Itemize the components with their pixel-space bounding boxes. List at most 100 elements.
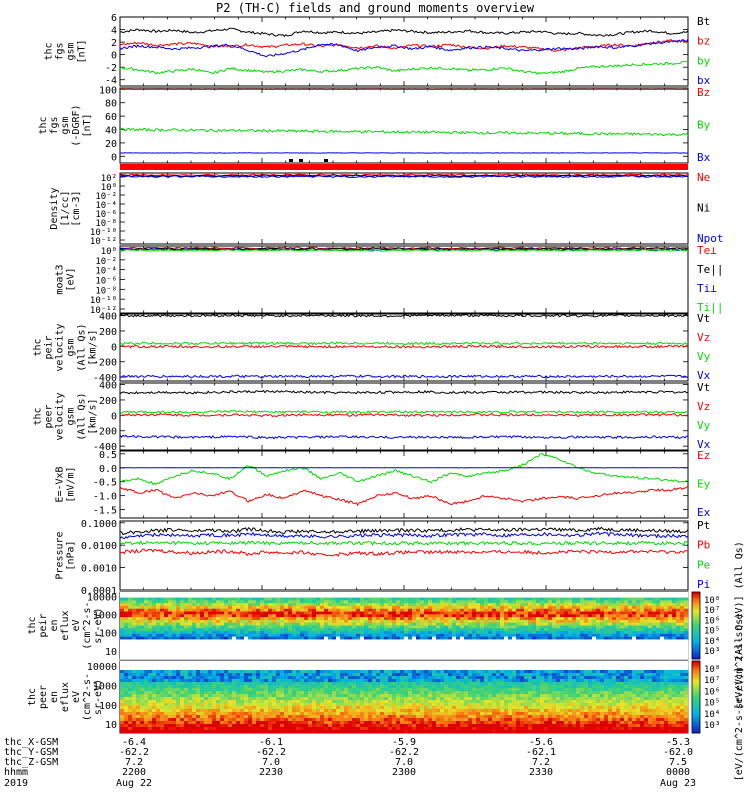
spectrogram-cell: [628, 628, 632, 631]
spectrogram-cell: [180, 634, 184, 637]
spectrogram-cell: [352, 634, 356, 637]
spectrogram-cell: [228, 612, 232, 615]
spectrogram-cell: [360, 634, 364, 637]
spectrogram-cell: [388, 609, 392, 612]
spectrogram-cell: [192, 600, 196, 603]
spectrogram-cell: [552, 623, 556, 626]
spectrogram-cell: [348, 628, 352, 631]
spectrogram-cell: [492, 609, 496, 612]
spectrogram-cell: [488, 609, 492, 612]
legend-Ti⊥: Ti⊥: [697, 282, 717, 295]
spectrogram-cell: [252, 628, 256, 631]
y-axis-label: Pressure: [55, 531, 66, 579]
spectrogram-cell: [192, 631, 196, 634]
spectrogram-cell: [284, 617, 288, 620]
spectrogram-cell: [628, 645, 632, 648]
spectrogram-cell: [656, 598, 660, 601]
spectrogram-cell: [164, 642, 168, 645]
spectrogram-cell: [224, 631, 228, 634]
spectrogram-cell: [404, 609, 408, 612]
spectrogram-cell: [240, 598, 244, 601]
spectrogram-cell: [496, 639, 500, 642]
spectrogram-cell: [284, 614, 288, 617]
spectrogram-cell: [600, 667, 604, 670]
y-tick-label: -200: [93, 358, 117, 369]
spectrogram-cell: [456, 651, 460, 654]
spectrogram-cell: [572, 628, 576, 631]
spectrogram-cell: [680, 606, 684, 609]
spectrogram-cell: [280, 609, 284, 612]
spectrogram-cell: [652, 595, 656, 598]
y-axis-label: en: [49, 691, 60, 703]
spectrogram-cell: [508, 626, 512, 629]
spectrogram-cell: [404, 617, 408, 620]
spectrogram-cell: [288, 598, 292, 601]
spectrogram-cell: [212, 631, 216, 634]
spectrogram-cell: [516, 661, 520, 664]
spectrogram-cell: [604, 595, 608, 598]
spectrogram-cell: [192, 670, 196, 673]
spectrogram-cell: [676, 614, 680, 617]
spectrogram-cell: [212, 617, 216, 620]
spectrogram-cell: [280, 626, 284, 629]
spectrogram-cell: [524, 620, 528, 623]
spectrogram-cell: [340, 626, 344, 629]
spectrogram-cell: [268, 667, 272, 670]
spectrogram-cell: [572, 639, 576, 642]
spectrogram-cell: [624, 661, 628, 664]
spectrogram-cell: [380, 614, 384, 617]
spectrogram-cell: [412, 667, 416, 670]
spectrogram-cell: [292, 620, 296, 623]
spectrogram-cell: [300, 606, 304, 609]
spectrogram-cell: [480, 626, 484, 629]
spectrogram-cell: [156, 673, 160, 676]
spectrogram-cell: [552, 648, 556, 651]
spectrogram-cell: [200, 645, 204, 648]
spectrogram-cell: [208, 656, 212, 659]
series-line-Vz: [120, 414, 688, 417]
spectrogram-cell: [220, 592, 224, 595]
spectrogram-cell: [232, 673, 236, 676]
spectrogram-cell: [472, 623, 476, 626]
spectrogram-cell: [468, 603, 472, 606]
spectrogram-cell: [460, 631, 464, 634]
spectrogram-cell: [612, 617, 616, 620]
spectrogram-cell: [380, 670, 384, 673]
spectrogram-cell: [152, 637, 156, 640]
spectrogram-cell: [468, 595, 472, 598]
spectrogram-cell: [256, 631, 260, 634]
spectrogram-cell: [224, 645, 228, 648]
spectrogram-cell: [684, 600, 688, 603]
spectrogram-cell: [540, 612, 544, 615]
spectrogram-cell: [184, 628, 188, 631]
spectrogram-cell: [164, 670, 168, 673]
spectrogram-cell: [516, 656, 520, 659]
spectrogram-cell: [360, 637, 364, 640]
spectrogram-cell: [164, 628, 168, 631]
spectrogram-cell: [168, 642, 172, 645]
spectrogram-cell: [376, 603, 380, 606]
spectrogram-cell: [220, 612, 224, 615]
spectrogram-cell: [428, 617, 432, 620]
spectrogram-cell: [356, 676, 360, 679]
spectrogram-cell: [400, 656, 404, 659]
spectrogram-cell: [504, 623, 508, 626]
spectrogram-cell: [308, 676, 312, 679]
spectrogram-cell: [344, 609, 348, 612]
spectrogram-cell: [532, 634, 536, 637]
spectrogram-cell: [376, 626, 380, 629]
spectrogram-cell: [124, 598, 128, 601]
spectrogram-cell: [616, 614, 620, 617]
spectrogram-cell: [572, 631, 576, 634]
spectrogram-cell: [212, 612, 216, 615]
spectrogram-cell: [148, 617, 152, 620]
spectrogram-cell: [120, 603, 124, 606]
spectrogram-cell: [120, 673, 124, 676]
spectrogram-cell: [284, 606, 288, 609]
spectrogram-cell: [636, 648, 640, 651]
spectrogram-cell: [316, 648, 320, 651]
spectrogram-cell: [156, 617, 160, 620]
spectrogram-cell: [640, 648, 644, 651]
spectrogram-cell: [296, 648, 300, 651]
spectrogram-cell: [612, 634, 616, 637]
